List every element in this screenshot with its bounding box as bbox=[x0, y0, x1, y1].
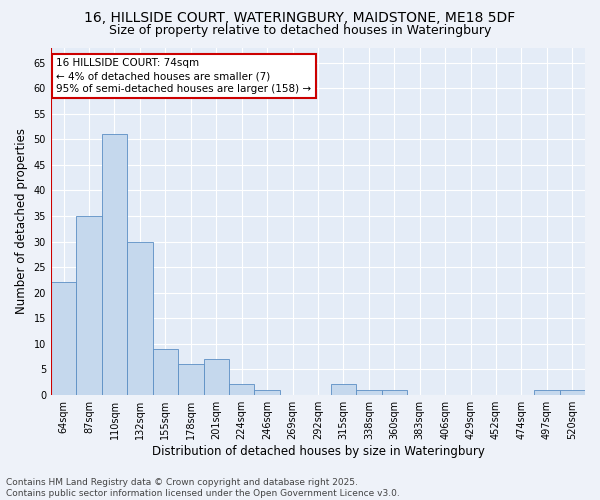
Bar bbox=[331, 384, 356, 394]
Bar bbox=[152, 349, 178, 395]
Text: Contains HM Land Registry data © Crown copyright and database right 2025.
Contai: Contains HM Land Registry data © Crown c… bbox=[6, 478, 400, 498]
Bar bbox=[127, 242, 152, 394]
Bar bbox=[203, 359, 229, 394]
Bar bbox=[560, 390, 585, 394]
Bar bbox=[382, 390, 407, 394]
Bar bbox=[534, 390, 560, 394]
Bar bbox=[51, 282, 76, 395]
Bar bbox=[76, 216, 102, 394]
Bar bbox=[356, 390, 382, 394]
Bar bbox=[178, 364, 203, 394]
Bar bbox=[102, 134, 127, 394]
X-axis label: Distribution of detached houses by size in Wateringbury: Distribution of detached houses by size … bbox=[152, 444, 484, 458]
Text: Size of property relative to detached houses in Wateringbury: Size of property relative to detached ho… bbox=[109, 24, 491, 37]
Bar bbox=[254, 390, 280, 394]
Text: 16 HILLSIDE COURT: 74sqm
← 4% of detached houses are smaller (7)
95% of semi-det: 16 HILLSIDE COURT: 74sqm ← 4% of detache… bbox=[56, 58, 311, 94]
Bar bbox=[229, 384, 254, 394]
Y-axis label: Number of detached properties: Number of detached properties bbox=[15, 128, 28, 314]
Text: 16, HILLSIDE COURT, WATERINGBURY, MAIDSTONE, ME18 5DF: 16, HILLSIDE COURT, WATERINGBURY, MAIDST… bbox=[85, 11, 515, 25]
